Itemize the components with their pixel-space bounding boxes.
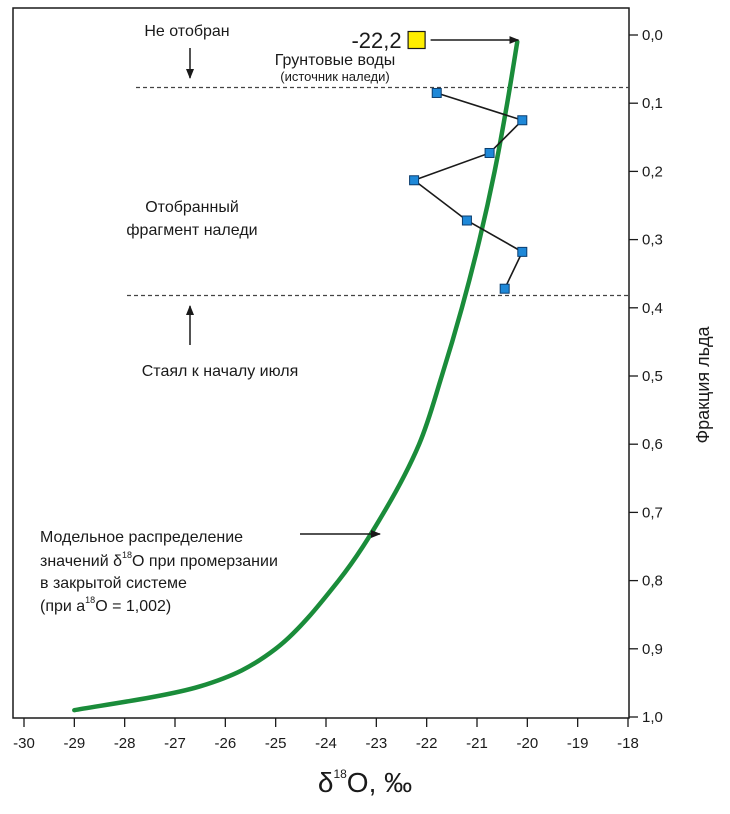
measured-point xyxy=(484,147,495,158)
annotation-sampled-line2: фрагмент наледи xyxy=(126,222,257,239)
x-tick-label: -30 xyxy=(13,735,35,752)
x-tick-label: -19 xyxy=(567,735,589,752)
measured-point xyxy=(517,115,528,126)
annotation-groundwater-source: (источник наледи) xyxy=(280,69,389,84)
y-tick-label: 0,0 xyxy=(642,27,663,44)
y-tick-label: 0,8 xyxy=(642,573,663,590)
y-tick-label: 0,5 xyxy=(642,368,663,385)
y-tick-label: 0,4 xyxy=(642,300,663,317)
groundwater-value-label: -22,2 xyxy=(351,28,401,53)
y-tick-label: 0,1 xyxy=(642,95,663,112)
y-tick-label: 0,6 xyxy=(642,436,663,453)
y-axis-title: Фракция льда xyxy=(693,325,713,443)
model-curve xyxy=(72,39,520,713)
annotation-model-line1: Модельное распределение xyxy=(40,529,243,546)
x-tick-label: -26 xyxy=(214,735,236,752)
annotation-melted: Стаял к началу июля xyxy=(142,363,298,380)
boundary-lines xyxy=(127,86,629,297)
annotation-not-sampled: Не отобран xyxy=(144,23,229,40)
y-tick-label: 0,3 xyxy=(642,232,663,249)
annotation-model-line4: (при a18O = 1,002) xyxy=(40,595,171,615)
y-tick-label: 1,0 xyxy=(642,709,663,726)
measured-points xyxy=(409,87,528,294)
x-tick-label: -22 xyxy=(416,735,438,752)
groundwater-marker xyxy=(407,30,426,50)
y-axis-ticks: 0,0 0,1 0,2 0,3 0,4 0,5 0,6 0,7 0,8 0,9 1,0 xyxy=(629,27,663,726)
x-tick-label: -28 xyxy=(114,735,136,752)
x-tick-label: -24 xyxy=(315,735,337,752)
x-tick-label: -23 xyxy=(365,735,387,752)
x-tick-label: -27 xyxy=(164,735,186,752)
y-tick-label: 0,2 xyxy=(642,163,663,180)
y-tick-label: 0,7 xyxy=(642,504,663,521)
x-tick-label: -18 xyxy=(617,735,639,752)
x-tick-label: -20 xyxy=(516,735,538,752)
y-tick-label: 0,9 xyxy=(642,641,663,658)
x-tick-label: -29 xyxy=(63,735,85,752)
plot-frame xyxy=(12,7,630,719)
annotation-model-line2: значений δ18O при промерзании xyxy=(40,550,278,570)
measured-point xyxy=(409,175,420,186)
x-axis-title: δ18O, ‰ xyxy=(318,767,412,798)
measured-point xyxy=(431,87,442,98)
annotation-groundwater: Грунтовые воды xyxy=(275,52,395,69)
measured-point xyxy=(499,283,510,294)
x-axis-ticks: -30 -29 -28 -27 -26 -25 -24 -23 -22 -21 -20 -19 -18 xyxy=(13,718,639,752)
annotation-sampled-line1: Отобранный xyxy=(145,199,239,216)
annotation-model-line3: в закрытой системе xyxy=(40,575,187,592)
measured-point xyxy=(461,215,472,226)
x-tick-label: -25 xyxy=(265,735,287,752)
measured-point xyxy=(517,246,528,257)
x-tick-label: -21 xyxy=(466,735,488,752)
